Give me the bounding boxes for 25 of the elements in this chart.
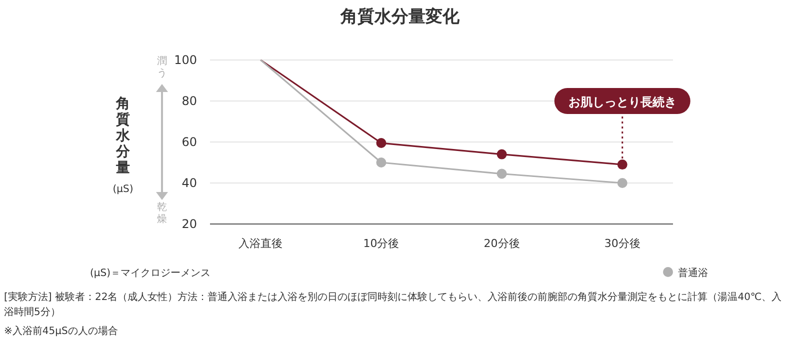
- text: (μS): [112, 184, 134, 195]
- text: 潤う: [157, 55, 167, 79]
- y-tick-label: 60: [182, 135, 197, 149]
- y-tick-label: 40: [182, 176, 197, 190]
- point: [496, 168, 507, 179]
- text: [実験方法] 被験者：22名（成人女性）方法：普通入浴または入浴を別の日のほぼ同時刻に体験してもらい、入浴前後の前腕部の角質水分量測定をもとに計算（湯温40℃、入浴時間5分）: [4, 291, 782, 318]
- x-tick-label: 10分後: [363, 237, 400, 250]
- y-tick-label: 80: [182, 94, 197, 108]
- point: [617, 160, 628, 170]
- point: [376, 138, 386, 148]
- x-tick-label: 入浴直後: [238, 237, 283, 250]
- text: ※入浴前45μSの人の場合: [4, 325, 118, 337]
- annotation: お肌しっとり長続き: [568, 95, 676, 109]
- legend-label: 普通浴: [678, 267, 708, 279]
- point: [496, 149, 507, 160]
- x-tick-label: 20分後: [484, 237, 520, 250]
- y-axis-title: 角質水分量: [115, 96, 131, 176]
- text: (μS)＝マイクロジーメンス: [90, 268, 211, 279]
- y-tick-label: 20: [182, 217, 197, 231]
- chart-title: 角質水分量変化: [340, 7, 460, 27]
- y-tick-label: 100: [174, 53, 197, 67]
- x-tick-label: 30分後: [604, 237, 640, 250]
- point: [617, 178, 628, 188]
- text: 乾燥: [157, 201, 167, 225]
- point: [376, 158, 386, 168]
